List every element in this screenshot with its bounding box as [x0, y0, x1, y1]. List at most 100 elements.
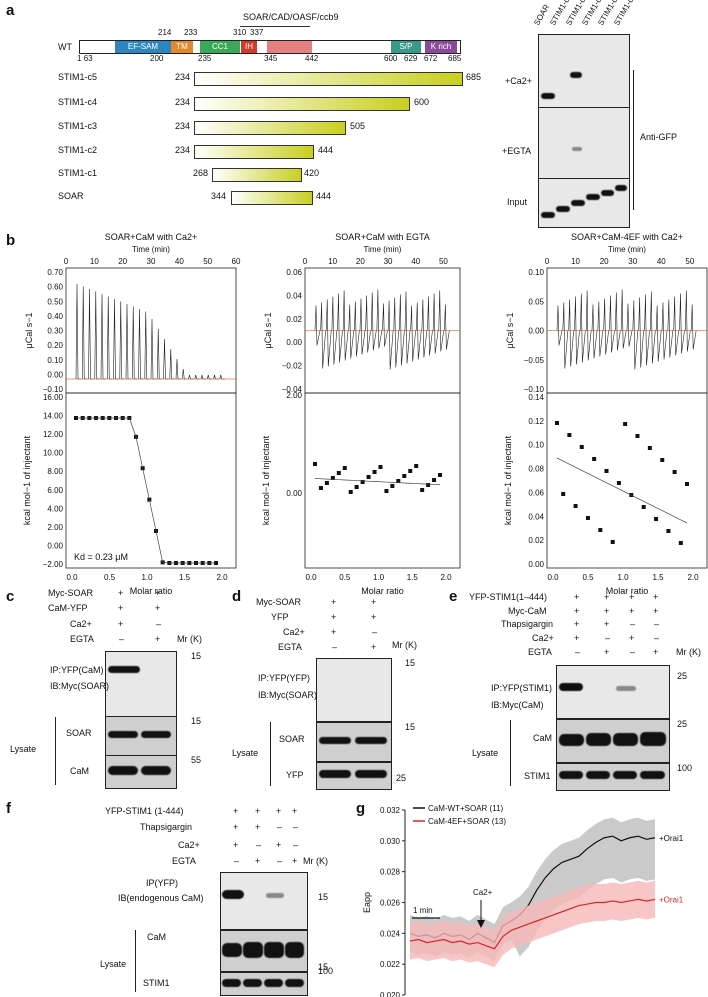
raw-heat-trace [75, 283, 225, 380]
blot-f-ip [220, 872, 308, 930]
y-tick-label: 0.030 [380, 837, 401, 846]
time-tick: 60 [232, 257, 241, 266]
bottom-y-tick: −2.00 [43, 560, 64, 569]
bottom-y-tick: 0.02 [528, 536, 544, 545]
marker: 15 [405, 722, 416, 732]
marker: 100 [318, 966, 334, 976]
cond-val: + [604, 606, 610, 616]
isotherm-point [384, 489, 389, 493]
top-y-tick: 0.00 [47, 370, 63, 379]
ib-label: IB:Myc(CaM) [491, 700, 544, 710]
bottom-y-tick: 8.00 [47, 467, 63, 476]
time-tick: 10 [90, 257, 99, 266]
cond-val: + [629, 592, 635, 602]
isotherm-point [324, 481, 329, 485]
time-tick: 10 [328, 257, 337, 266]
band-f-stim-3 [264, 979, 283, 987]
series-end-label: +Orai1 [659, 895, 684, 904]
band-a-in-3 [571, 200, 585, 206]
panel-label-d: d [232, 588, 242, 605]
panel-label-c: c [6, 588, 15, 605]
row-label: STIM1 [524, 771, 551, 781]
top-y-tick: 0.50 [47, 297, 63, 306]
cond-val: – [605, 633, 611, 643]
time-axis-label: Time (min) [364, 245, 402, 254]
cond-val: + [233, 840, 239, 850]
marker: 15 [318, 962, 329, 972]
isotherm-point [396, 479, 401, 483]
lysate-bracket [510, 720, 511, 786]
row-label: CaM [533, 733, 553, 743]
construct-end: 505 [350, 121, 366, 131]
marker: 25 [677, 671, 688, 681]
isotherm-point [567, 433, 572, 437]
marker: 15 [191, 716, 202, 726]
construct-start: 344 [211, 191, 227, 201]
top-y-tick: 0.20 [47, 341, 63, 350]
bottom-y-tick: 10.00 [43, 449, 64, 458]
band-f-ip-2 [266, 893, 284, 898]
band-c-soar-1 [108, 731, 138, 738]
ip-label: IP:YFP(YFP) [258, 673, 311, 683]
isotherm-point [685, 482, 689, 486]
isotherm-point [390, 484, 395, 488]
domain-tm: TM [171, 41, 193, 53]
band-a-in-1 [541, 212, 555, 218]
ip-label: IP:YFP(STIM1) [491, 683, 553, 693]
cond-val: + [629, 606, 635, 616]
cond-label: Ca2+ [178, 840, 200, 850]
x-axis-label: Molar ratio [361, 586, 404, 596]
y-tick-label: 0.024 [380, 929, 401, 938]
isotherm-point [360, 480, 365, 484]
num-233: 233 [184, 28, 198, 37]
isotherm-point [672, 470, 677, 474]
cond-label: Thapsigargin [140, 822, 193, 832]
x-tick: 1.0 [141, 573, 153, 582]
itc-plots: SOAR+CaM with Ca2+ Time (min) 0 10 20 30 40 50 6… [22, 232, 708, 596]
itc-title: SOAR+CaM-4EF with Ca2+ [571, 232, 683, 242]
isotherm-point [336, 471, 341, 475]
band-e-cam-3 [613, 733, 638, 746]
top-y-tick: 0.06 [286, 268, 302, 277]
cond-val: – [293, 822, 299, 832]
lysate-label: Lysate [10, 744, 37, 754]
top-y-tick: 0.10 [528, 268, 544, 277]
construct-bar [194, 145, 314, 159]
band-e-stim-2 [586, 771, 610, 779]
band-d-yfp-2 [355, 770, 387, 778]
domain-soar [267, 41, 312, 53]
cond-label: Ca2+ [283, 627, 305, 637]
anti-gfp-label: Anti-GFP [640, 132, 678, 142]
series-line [409, 898, 656, 950]
band-c-soar-2 [141, 731, 171, 738]
x-tick: 1.0 [617, 573, 629, 582]
soar-region-title: SOAR/CAD/OASF/ccb9 [243, 12, 339, 22]
marker: 15 [405, 658, 416, 668]
itc-title: SOAR+CaM with Ca2+ [105, 232, 198, 242]
cond-label: CaM-YFP [48, 603, 88, 613]
isotherm-point [432, 478, 437, 482]
isotherm-point [354, 485, 359, 489]
y-tick-label: 0.028 [380, 868, 401, 877]
raw-heat-trace [556, 289, 697, 370]
bottom-y-tick: 2.00 [47, 523, 63, 532]
blot-d-ip [316, 658, 392, 722]
construct-start: 234 [175, 121, 191, 131]
domain-ef-sam: EF-SAM [115, 41, 171, 53]
isotherm-point [561, 492, 566, 496]
binding-frame [546, 392, 708, 569]
antigfp-bracket [633, 70, 634, 210]
band-f-stim-1 [222, 979, 241, 987]
isotherm-point [592, 457, 597, 461]
band-f-cam-2 [243, 942, 263, 958]
domain-sp: S/P [391, 41, 421, 53]
band-f-cam-3 [264, 942, 284, 958]
cond-label: Thapsigargin [501, 619, 554, 629]
cond-label: Ca2+ [70, 619, 92, 629]
time-axis-label: Time (min) [132, 245, 170, 254]
cond-val: + [276, 840, 282, 850]
band-d-yfp-1 [319, 770, 351, 778]
cond-val: + [371, 612, 377, 622]
band-e-stim-4 [640, 771, 665, 779]
x-tick: 1.0 [373, 573, 385, 582]
